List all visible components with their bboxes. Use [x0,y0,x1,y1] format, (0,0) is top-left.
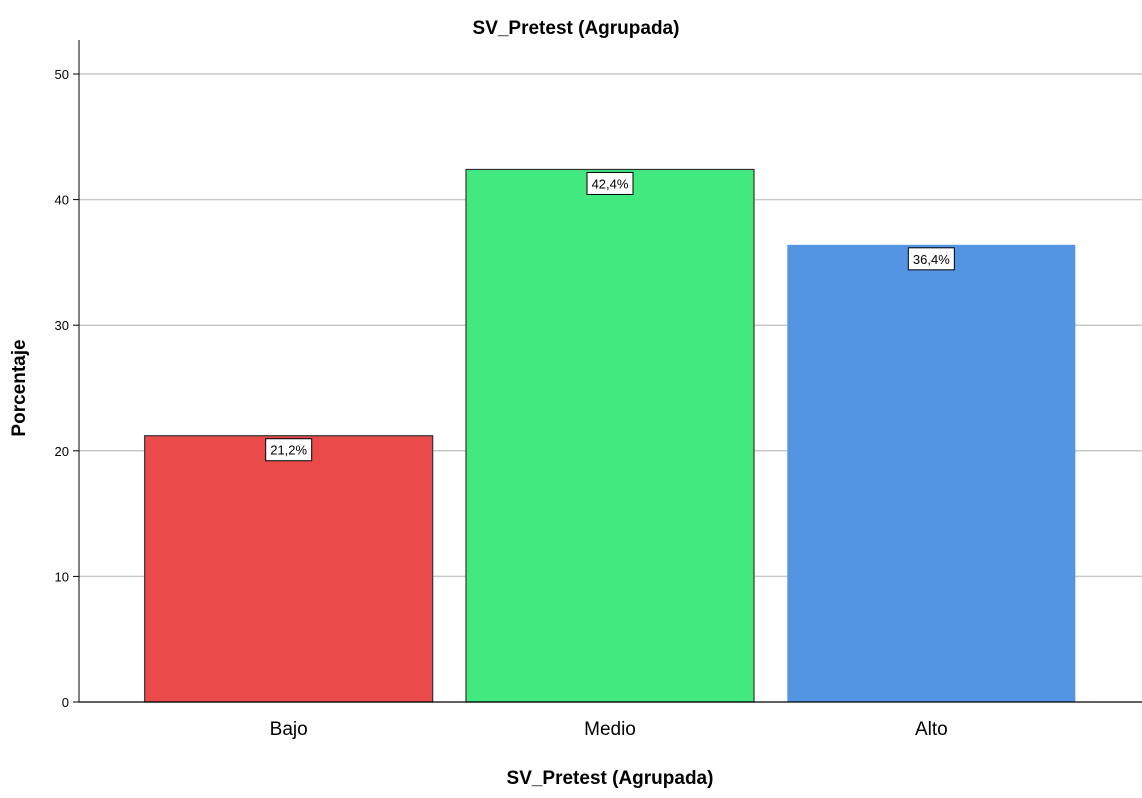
data-label: 21,2% [270,443,307,458]
data-label-box [265,438,313,462]
bar-alto [787,244,1076,703]
x-tick-label: Bajo [270,719,308,740]
y-tick-label: 10 [55,569,69,584]
data-label: 42,4% [592,176,629,191]
bar-medio [465,168,755,703]
y-axis: 0 10 20 30 40 50 [55,40,80,710]
bar-bajo [144,435,434,703]
y-tick-label: 20 [55,444,69,459]
x-tick-label: Medio [584,719,636,740]
data-label-box [586,171,634,195]
x-axis: Bajo Medio Alto [79,701,1142,740]
bars: 21,2% 42,4% 36,4% [144,168,1076,703]
data-label: 36,4% [913,252,950,267]
data-label-box [907,247,955,271]
y-tick-label: 30 [55,318,69,333]
y-tick-label: 50 [55,67,69,82]
y-axis-title: Porcentaje [9,339,30,436]
x-tick-label: Alto [915,719,948,740]
y-tick-label: 40 [55,193,69,208]
x-axis-title: SV_Pretest (Agrupada) [507,768,714,789]
y-tick-label: 0 [62,695,69,710]
chart-title: SV_Pretest (Agrupada) [473,18,680,39]
